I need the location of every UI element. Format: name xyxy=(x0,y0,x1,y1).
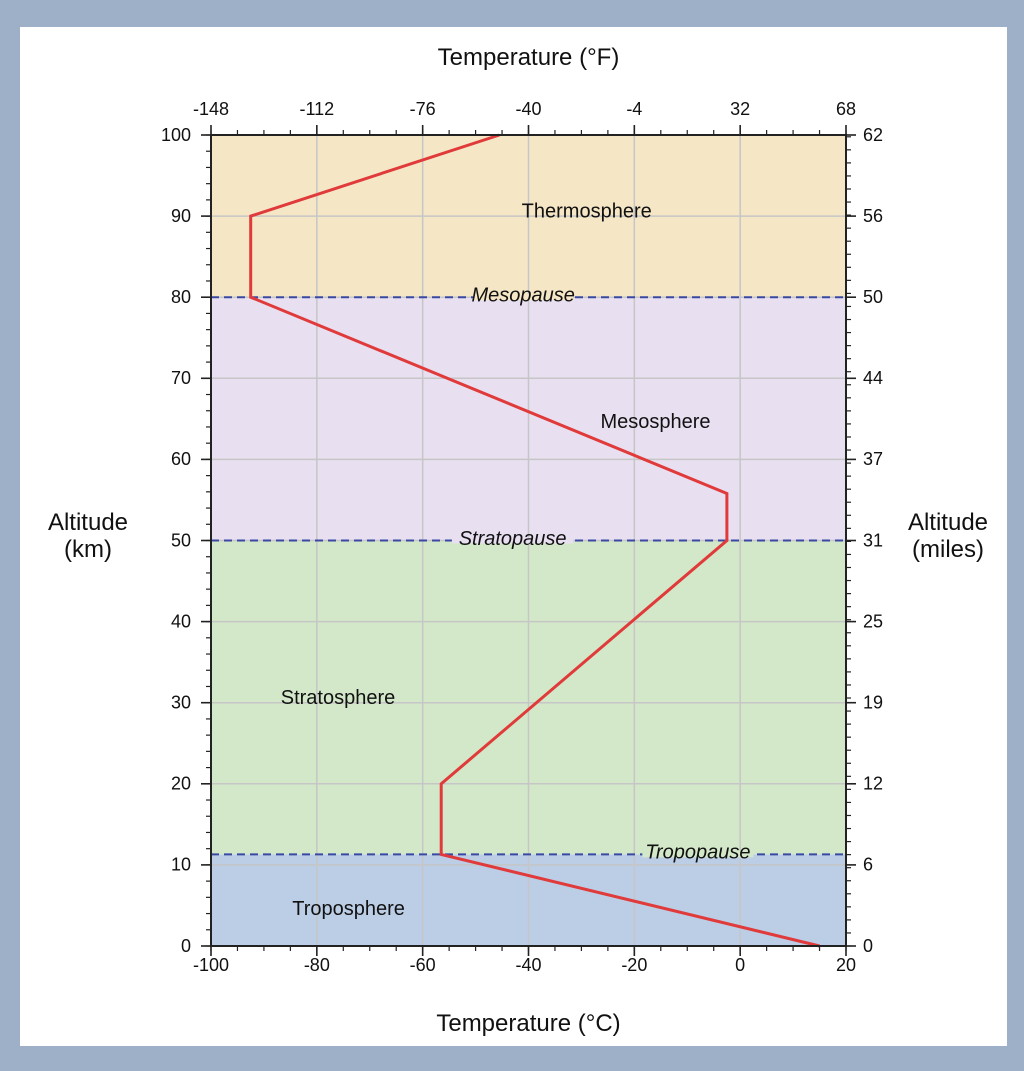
temperature-profile-line xyxy=(249,133,820,948)
x-tick-label: 20 xyxy=(836,955,856,975)
layer-label-thermosphere: Thermosphere xyxy=(522,200,652,222)
y-tick-label: 60 xyxy=(171,449,191,469)
boundary-label-backing xyxy=(642,851,754,858)
layer-label-mesosphere: Mesosphere xyxy=(600,411,710,433)
boundary-label-tropopause: Tropopause xyxy=(645,842,750,864)
layer-label-stratosphere: Stratosphere xyxy=(281,687,396,709)
y2-tick-label: 56 xyxy=(863,206,883,226)
right-axis-title-line: Altitude xyxy=(908,509,988,536)
y2-tick-label: 12 xyxy=(863,774,883,794)
left-axis-title-line: (km) xyxy=(64,536,112,563)
y-tick-label: 10 xyxy=(171,855,191,875)
y-tick-label: 0 xyxy=(181,936,191,956)
y-tick-label: 20 xyxy=(171,774,191,794)
x-tick-label: 0 xyxy=(735,955,745,975)
y-tick-label: 100 xyxy=(161,125,191,145)
x-tick-label: -80 xyxy=(304,955,330,975)
x2-tick-label: -76 xyxy=(410,99,436,119)
x-tick-label: -40 xyxy=(515,955,541,975)
boundary-label-backing xyxy=(472,294,574,301)
y-tick-label: 50 xyxy=(171,530,191,550)
x-tick-label: -20 xyxy=(621,955,647,975)
y-tick-label: 80 xyxy=(171,287,191,307)
y-tick-label: 70 xyxy=(171,368,191,388)
boundary-label-stratopause: Stratopause xyxy=(459,528,567,550)
y2-tick-label: 31 xyxy=(863,530,883,550)
right-axis-title-line: (miles) xyxy=(912,536,984,563)
boundary-label-backing xyxy=(451,537,574,544)
left-axis-title-line: Altitude xyxy=(48,509,128,536)
boundary-label-mesopause: Mesopause xyxy=(472,284,575,306)
layer-label-troposphere: Troposphere xyxy=(292,898,405,920)
y2-tick-label: 0 xyxy=(863,936,873,956)
chart-panel: Troposphere Stratosphere Mesosphere Thermos… xyxy=(20,27,1007,1046)
x2-tick-label: -40 xyxy=(515,99,541,119)
y2-tick-label: 6 xyxy=(863,855,873,875)
left-axis-title: Altitude (km) xyxy=(48,509,128,563)
y-tick-label: 30 xyxy=(171,692,191,712)
y2-tick-label: 37 xyxy=(863,449,883,469)
y-tick-label: 40 xyxy=(171,611,191,631)
x2-tick-label: 32 xyxy=(730,99,750,119)
x2-tick-label: -148 xyxy=(193,99,229,119)
x-tick-label: -100 xyxy=(193,955,229,975)
bottom-axis-title: Temperature (°C) xyxy=(436,1010,620,1037)
x-tick-label: -60 xyxy=(410,955,436,975)
y2-tick-label: 19 xyxy=(863,692,883,712)
y2-tick-label: 50 xyxy=(863,287,883,307)
top-axis-title: Temperature (°F) xyxy=(438,44,620,71)
y2-tick-label: 25 xyxy=(863,611,883,631)
x2-tick-label: 68 xyxy=(836,99,856,119)
x2-tick-label: -4 xyxy=(626,99,642,119)
y2-tick-label: 44 xyxy=(863,368,883,388)
x2-tick-label: -112 xyxy=(299,99,334,119)
y2-tick-label: 62 xyxy=(863,125,883,145)
right-axis-title: Altitude (miles) xyxy=(908,509,988,563)
y-tick-label: 90 xyxy=(171,206,191,226)
temperature-altitude-chart: Troposphere Stratosphere Mesosphere Thermos… xyxy=(48,44,988,1037)
